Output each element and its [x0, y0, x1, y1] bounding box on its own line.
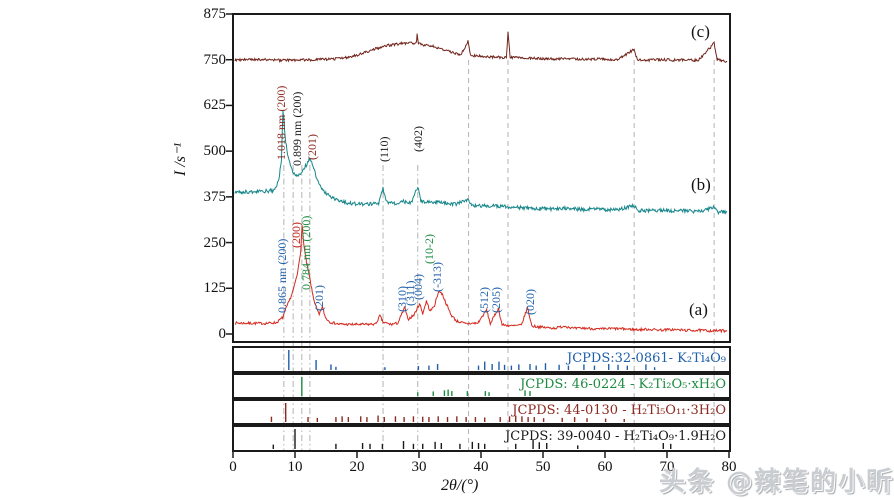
curve-label-c: (c): [691, 22, 710, 41]
peak-label: 0.784 nm (200): [299, 215, 313, 290]
y-tick-label: 0: [218, 326, 227, 342]
curve-label-b: (b): [691, 175, 711, 194]
peak-label: (402): [411, 126, 425, 152]
jcpds-label-k2ti4o9: JCPDS:32-0861- K₂Ti₄O₉: [567, 351, 726, 366]
y-tick-label: 625: [203, 97, 227, 114]
peak-label: 0.865 nm (200): [275, 238, 289, 313]
peak-label: (110): [377, 136, 391, 162]
x-tick-label: 0: [229, 459, 237, 475]
x-tick-label: 40: [473, 459, 489, 475]
x-axis-title: 2θ/(°): [441, 477, 479, 494]
y-tick-label: 750: [203, 51, 227, 68]
peak-label: (201): [305, 134, 319, 160]
peak-label: (020): [523, 289, 537, 315]
x-tick-label: 10: [287, 459, 303, 475]
peak-label: 0.899 nm (200): [290, 91, 304, 166]
y-tick-label: 125: [203, 280, 227, 297]
watermark: 头条 @辣笔的小昕: [658, 467, 894, 497]
y-tick-label: 375: [203, 188, 227, 205]
peak-label: (10-2): [422, 234, 436, 264]
peak-label: (004): [411, 274, 425, 300]
x-tick-label: 70: [659, 459, 675, 475]
jcpds-panel-box: [232, 373, 731, 399]
jcpds-label-h2ti5o11: JCPDS: 44-0130 - H₂Ti₅O₁₁·3H₂O: [512, 403, 726, 418]
peak-label: (-313): [430, 262, 444, 292]
peak-label: (205): [489, 287, 503, 313]
jcpds-label-k2ti2o5: JCPDS: 46-0224 - K₂Ti₂O₅·xH₂O: [520, 377, 726, 392]
peak-label: (201): [312, 285, 326, 311]
jcpds-panel-box: [232, 346, 731, 373]
x-tick-label: 50: [535, 459, 551, 475]
x-tick-label: 80: [721, 459, 737, 475]
x-tick-label: 20: [349, 459, 365, 475]
plot-box: [232, 13, 731, 343]
y-tick-label: 500: [203, 143, 227, 160]
x-tick-label: 30: [411, 459, 427, 475]
xrd-curve-c: [234, 31, 728, 63]
jcpds-panel-box: [232, 399, 731, 425]
y-tick-label: 875: [203, 6, 227, 22]
curve-label-a: (a): [689, 300, 708, 319]
peak-label: 1.018 nm (200): [274, 85, 288, 160]
jcpds-label-h2ti4o9: JCPDS: 39-0040 - H₂Ti₄O₉·1.9H₂O: [505, 429, 726, 444]
xrd-curve-b: [234, 110, 728, 216]
y-tick-label: 250: [203, 234, 227, 251]
x-tick-label: 60: [597, 459, 613, 475]
xrd-curve-a: [234, 225, 728, 334]
y-axis-title: I /s⁻¹: [172, 142, 189, 176]
